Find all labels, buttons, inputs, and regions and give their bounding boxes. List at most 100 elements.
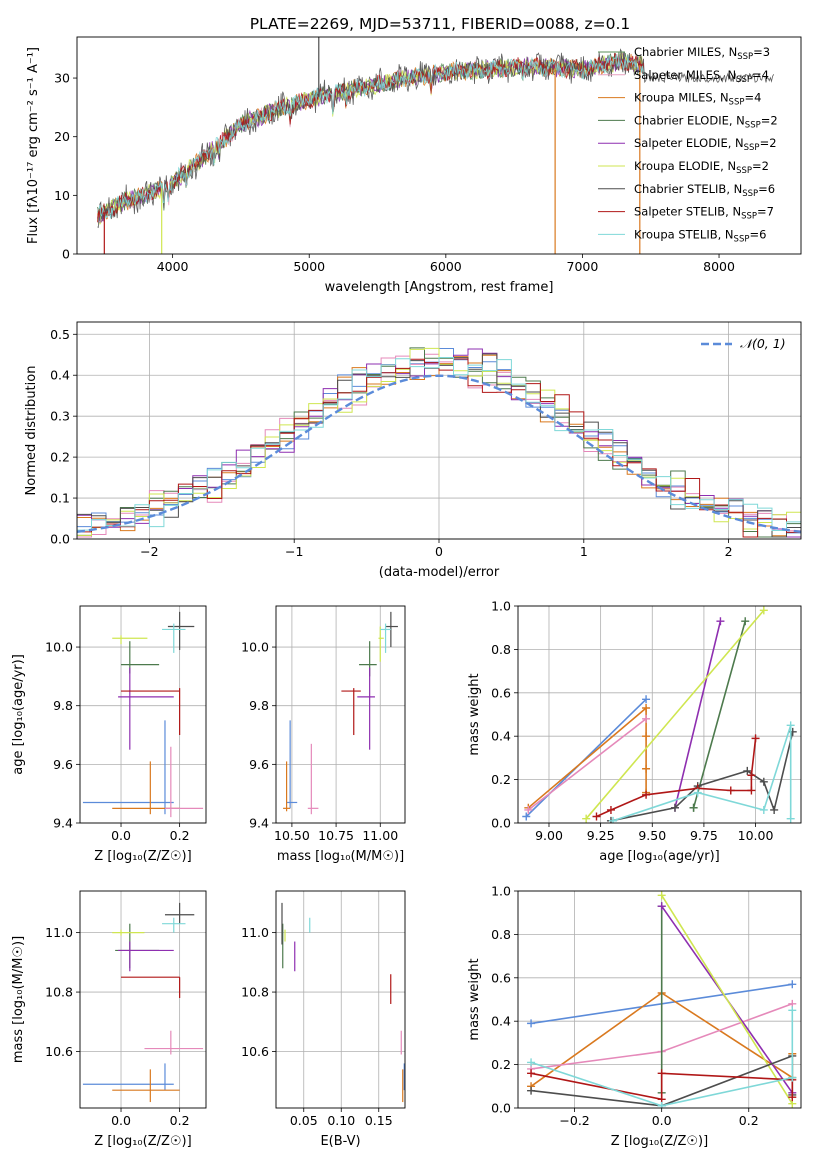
mass_vs_Z-point-6 <box>164 902 195 924</box>
weight_vs_age-ytick-label: 0.2 <box>491 772 511 787</box>
weight_vs_Z-marker <box>788 1073 797 1082</box>
residuals-xtick-label: −2 <box>140 544 158 559</box>
legend-label-1: Salpeter MILES, NSSP=4 <box>634 68 769 85</box>
age_vs_Z-point-7 <box>121 688 181 736</box>
weight_vs_age-marker <box>726 786 735 795</box>
weight_vs_Z-frame <box>517 890 802 1109</box>
residuals-xtick-label: −1 <box>285 544 303 559</box>
residual-legend: 𝒩(0, 1) <box>701 336 786 351</box>
age_vs_mass-xtick-label: 10.75 <box>318 828 354 843</box>
spectrum-plot-area <box>97 37 775 254</box>
age_vs_Z-point-0 <box>82 720 174 815</box>
weight_vs_Z-ytick-label: 0.8 <box>491 927 511 942</box>
legend-label-0: Chabrier MILES, NSSP=3 <box>634 45 770 62</box>
weight_vs_age-marker <box>747 786 756 795</box>
weight_vs_age-plot-area <box>522 606 797 823</box>
mass_vs_ebv-plot-area <box>281 902 405 1103</box>
spectrum-ytick-label: 30 <box>54 71 70 86</box>
weight_vs_age-marker <box>759 777 768 786</box>
residuals-xtick-label: 0 <box>435 544 443 559</box>
age_vs_mass-frame <box>275 605 406 824</box>
mass_vs_ebv-xtick-label: 0.05 <box>290 1113 318 1128</box>
spectrum-ytick-label: 20 <box>54 129 70 144</box>
age_vs_Z-axes: 0.0 0.2 9.4 9.6 9.8 10.0 Z [log₁₀(Z/Z☉)] age [l… <box>11 605 207 864</box>
weight_vs_Z-marker <box>657 1101 666 1108</box>
weight_vs_Z-marker <box>657 891 666 900</box>
weight_vs_age-marker <box>642 732 651 741</box>
weight_vs_age-marker <box>759 606 768 615</box>
spectrum-xlabel: wavelength [Angstrom, rest frame] <box>325 280 554 295</box>
spectrum-frame <box>76 36 802 255</box>
weight_vs_age-ytick-label: 0.6 <box>491 685 511 700</box>
age_vs_Z-frame <box>79 605 207 824</box>
weight_vs_age-axes: 9.00 9.25 9.50 9.75 10.00 0.0 0.2 0.4 0.6 0.8 1.0 a… <box>467 599 802 864</box>
weight_vs_age-marker <box>693 788 702 797</box>
legend-label-3: Chabrier ELODIE, NSSP=2 <box>634 113 778 130</box>
weight_vs_age-marker <box>689 803 698 812</box>
weight_vs_Z-plot-area <box>527 891 797 1108</box>
age_vs_mass-xlabel: mass [log₁₀(M/M☉)] <box>277 849 404 864</box>
age_vs_mass-xtick-label: 11.00 <box>362 828 398 843</box>
residuals-ytick-label: 0.0 <box>50 532 70 547</box>
age_vs_Z-point-6 <box>167 611 195 650</box>
weight_vs_age-xtick-label: 10.00 <box>738 828 774 843</box>
age_vs_mass-point-4 <box>357 667 375 750</box>
age_vs_Z-plot-area <box>82 611 204 818</box>
age_vs_mass-ytick-label: 10.0 <box>241 640 269 655</box>
weight_vs_age-marker <box>770 805 779 814</box>
weight_vs_age-marker <box>582 814 591 823</box>
mass_vs_Z-xtick-label: 0.0 <box>111 1113 131 1128</box>
age_vs_Z-xlabel: Z [log₁₀(Z/Z☉)] <box>94 849 191 864</box>
weight_vs_Z-xlabel: Z [log₁₀(Z/Z☉)] <box>611 1134 708 1149</box>
weight_vs_Z-ytick-label: 0.2 <box>491 1057 511 1072</box>
weight_vs_age-marker <box>592 812 601 821</box>
age_vs_mass-ytick-label: 9.4 <box>249 816 269 831</box>
age_vs_mass-point-1 <box>283 761 291 812</box>
age_vs_mass-point-2 <box>307 743 319 815</box>
weight_vs_Z-xtick-label: 0.0 <box>652 1113 672 1128</box>
legend-label-7: Salpeter STELIB, NSSP=7 <box>634 205 774 222</box>
weight_vs_age-marker <box>741 617 750 626</box>
mass_vs_Z-point-5 <box>112 929 145 936</box>
spectrum-legend: Chabrier MILES, NSSP=3 Salpeter MILES, NS… <box>598 45 778 244</box>
weight_vs_age-marker <box>524 805 533 814</box>
mass_vs_Z-point-7 <box>121 976 181 999</box>
spectrum-xtick-label: 4000 <box>157 259 189 274</box>
mass_vs_Z-plot-area <box>82 902 204 1103</box>
legend-label-4: Salpeter ELODIE, NSSP=2 <box>634 136 777 153</box>
residuals-plot-area <box>77 347 801 539</box>
weight_vs_age-marker <box>747 771 756 780</box>
weight_vs_age-marker <box>786 814 795 823</box>
weight_vs_age-marker <box>759 805 768 814</box>
age_vs_Z-ytick-label: 10.0 <box>45 640 73 655</box>
spectrum-ytick-label: 10 <box>54 188 70 203</box>
spectrum-xtick-label: 5000 <box>293 259 325 274</box>
weight_vs_Z-series-8 <box>530 1010 794 1107</box>
mass_vs_Z-point-0 <box>82 1063 174 1091</box>
age_vs_Z-point-5 <box>112 635 148 645</box>
normal-curve <box>77 374 801 533</box>
mass_vs_Z-ylabel: mass [log₁₀(M/M☉)] <box>11 936 26 1063</box>
weight_vs_Z-marker <box>657 1069 666 1078</box>
weight_vs_age-marker <box>642 695 651 704</box>
mass_vs_Z-frame <box>79 890 207 1109</box>
weight_vs_age-marker <box>606 805 615 814</box>
mass_vs_ebv-ytick-label: 11.0 <box>241 925 269 940</box>
weight_vs_age-frame <box>517 605 802 824</box>
weight_vs_Z-ytick-label: 0.0 <box>491 1101 511 1116</box>
weight_vs_age-marker <box>743 766 752 775</box>
figure-title: PLATE=2269, MJD=53711, FIBERID=0088, z=0… <box>250 15 631 33</box>
spectrum-xtick-label: 7000 <box>567 259 599 274</box>
weight_vs_age-grid <box>518 605 801 824</box>
weight_vs_Z-xtick-label: −0.2 <box>559 1113 589 1128</box>
weight_vs_age-marker <box>642 714 651 723</box>
residuals-ytick-label: 0.5 <box>50 327 70 342</box>
mass_vs_ebv-ytick-label: 10.6 <box>241 1044 269 1059</box>
weight_vs_age-series-4 <box>674 621 722 808</box>
mass_vs_Z-point-1 <box>112 1069 180 1103</box>
weight_vs_age-xtick-label: 9.00 <box>535 828 563 843</box>
mass_vs_Z-xtick-label: 0.2 <box>170 1113 190 1128</box>
weight_vs_Z-xtick-label: 0.2 <box>739 1113 759 1128</box>
